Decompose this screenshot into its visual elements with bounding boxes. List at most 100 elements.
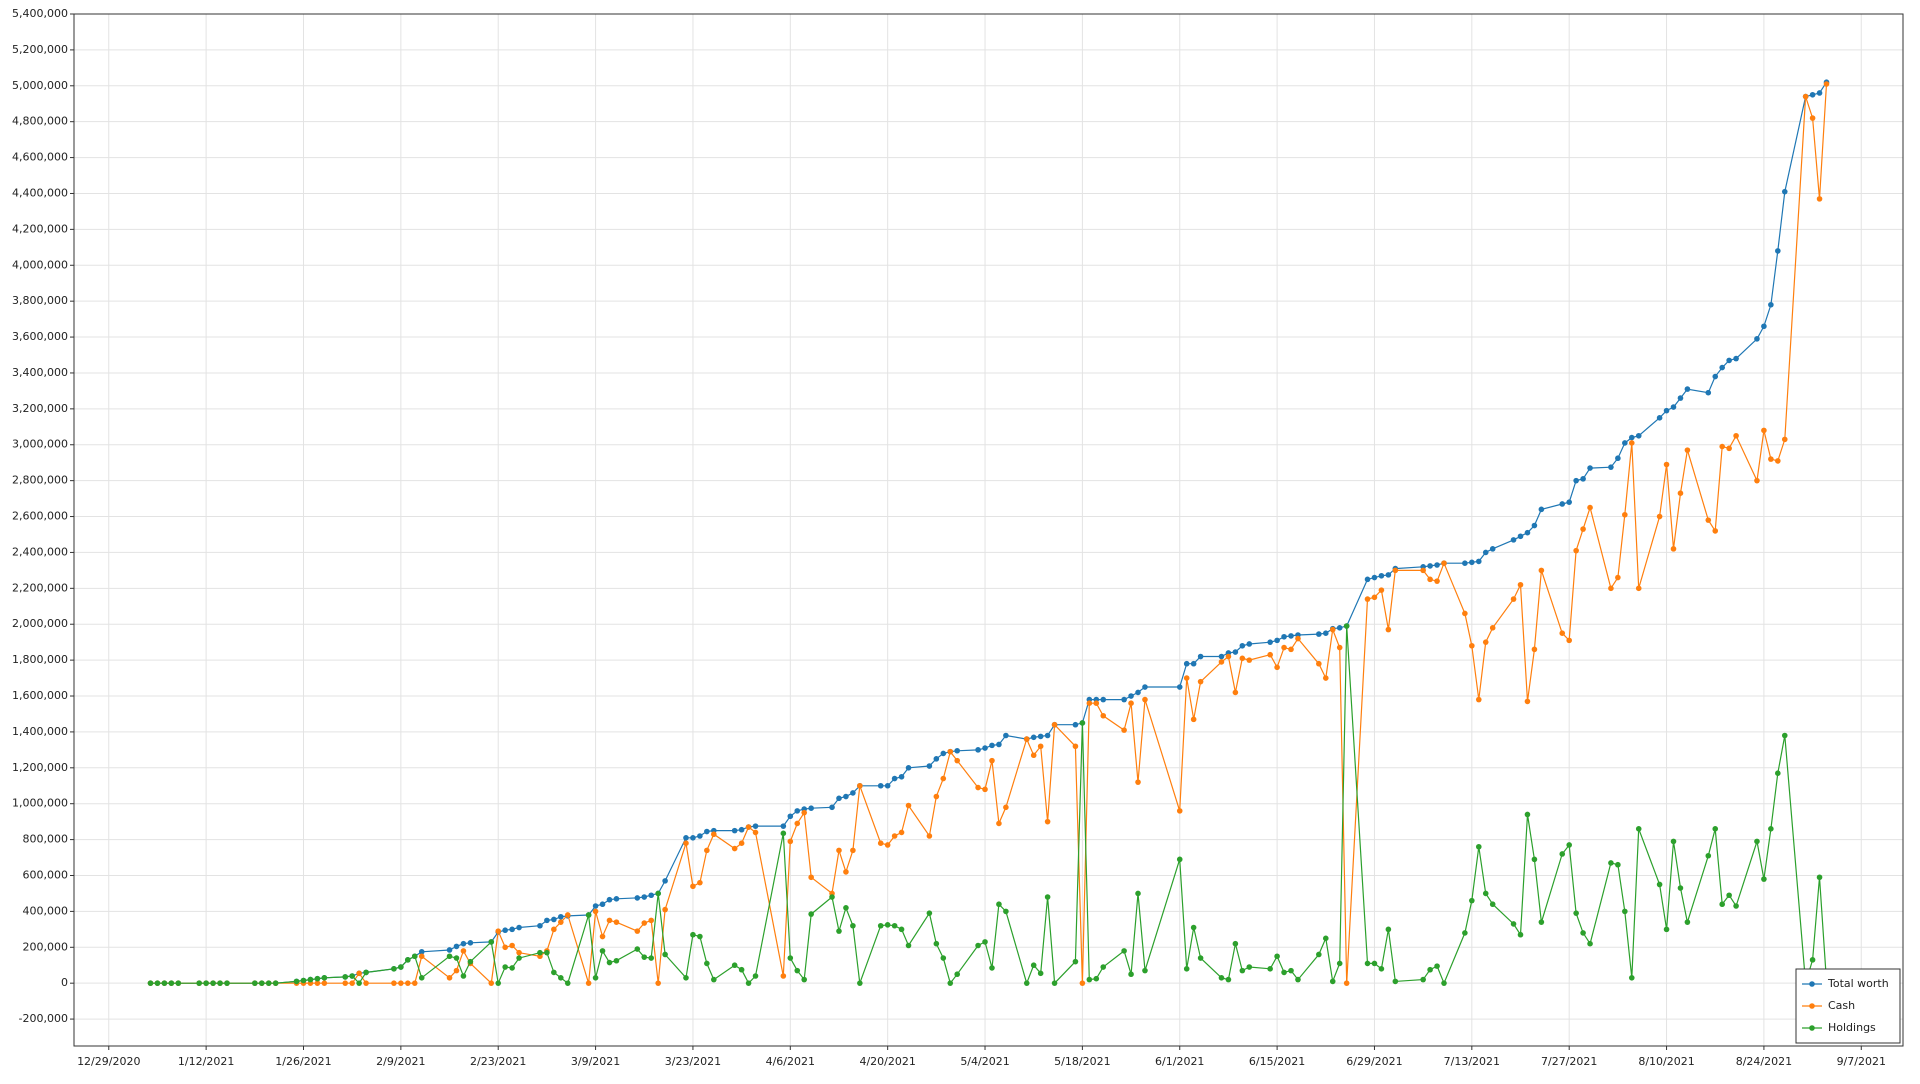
data-point — [1378, 587, 1385, 593]
data-point — [1316, 631, 1322, 637]
data-point — [794, 808, 801, 814]
data-point — [1420, 567, 1426, 574]
data-point — [418, 953, 425, 960]
data-point — [1023, 736, 1030, 742]
data-point — [1510, 537, 1517, 543]
data-point — [1587, 940, 1593, 947]
data-point — [648, 917, 655, 924]
data-point — [787, 813, 794, 820]
data-point — [1656, 415, 1663, 421]
y-tick-label: 3,200,000 — [12, 402, 68, 415]
data-point — [272, 980, 279, 986]
x-tick-label: 12/29/2020 — [77, 1055, 140, 1068]
data-point — [342, 980, 349, 986]
data-point — [1003, 908, 1009, 915]
data-point — [905, 942, 912, 949]
data-point — [1802, 93, 1809, 100]
data-point — [1197, 653, 1204, 660]
y-tick-label: 4,400,000 — [12, 186, 68, 199]
data-point — [884, 922, 891, 928]
data-point — [1628, 974, 1635, 981]
data-point — [585, 912, 592, 918]
data-point — [1712, 826, 1719, 832]
data-point — [857, 782, 863, 789]
data-point — [808, 874, 814, 881]
data-point — [1371, 960, 1378, 967]
data-point — [1608, 860, 1614, 866]
data-point — [1462, 560, 1468, 567]
data-point — [1587, 504, 1593, 511]
data-point — [1775, 458, 1781, 464]
data-point — [843, 905, 849, 911]
x-tick-label: 6/15/2021 — [1249, 1055, 1305, 1068]
data-point — [175, 980, 182, 986]
data-point — [780, 823, 787, 829]
x-tick-label: 3/23/2021 — [665, 1055, 721, 1068]
data-point — [1239, 642, 1246, 649]
data-point — [1274, 637, 1280, 644]
x-tick-label: 7/13/2021 — [1444, 1055, 1500, 1068]
legend-marker — [1809, 1003, 1815, 1009]
y-tick-label: 1,400,000 — [12, 725, 68, 738]
data-point — [1336, 960, 1343, 967]
data-point — [1775, 248, 1781, 254]
data-point — [1781, 436, 1788, 443]
data-point — [1197, 955, 1204, 961]
data-point — [509, 942, 515, 949]
x-tick-label: 4/20/2021 — [859, 1055, 915, 1068]
data-point — [1475, 696, 1482, 703]
data-point — [1142, 696, 1148, 703]
data-point — [940, 955, 947, 961]
data-point — [592, 974, 599, 981]
data-point — [1768, 301, 1774, 308]
data-point — [926, 833, 933, 839]
data-point — [1183, 660, 1190, 667]
data-point — [1615, 861, 1621, 868]
data-point — [356, 970, 362, 977]
data-point — [314, 975, 321, 982]
data-point — [349, 973, 355, 979]
data-point — [1566, 842, 1572, 848]
data-point — [829, 894, 835, 900]
data-point — [1176, 856, 1183, 863]
data-point — [891, 833, 898, 839]
data-point — [1051, 721, 1058, 728]
data-point — [1427, 966, 1433, 973]
data-point — [1281, 644, 1287, 651]
data-point — [711, 831, 717, 838]
y-tick-label: 1,800,000 — [12, 653, 68, 666]
data-point — [1003, 732, 1009, 739]
y-tick-label: 2,400,000 — [12, 545, 68, 558]
data-point — [1531, 522, 1538, 529]
data-point — [599, 948, 606, 954]
data-point — [711, 976, 717, 983]
data-point — [446, 947, 453, 953]
data-point — [1037, 743, 1044, 750]
data-point — [794, 967, 801, 974]
data-point — [641, 894, 648, 900]
x-tick-label: 6/29/2021 — [1346, 1055, 1402, 1068]
data-point — [391, 980, 397, 986]
data-point — [453, 955, 460, 961]
data-point — [1218, 659, 1225, 665]
data-point — [843, 869, 849, 875]
data-point — [662, 878, 668, 884]
data-point — [613, 919, 620, 925]
data-point — [1816, 874, 1823, 881]
data-point — [564, 980, 571, 986]
data-point — [1093, 975, 1100, 982]
y-tick-label: 3,000,000 — [12, 438, 68, 451]
y-tick-label: 200,000 — [23, 940, 69, 953]
data-point — [704, 960, 710, 967]
data-point — [891, 775, 898, 782]
data-point — [1628, 434, 1635, 441]
data-point — [1364, 960, 1371, 967]
data-point — [1475, 558, 1482, 565]
data-point — [1482, 639, 1489, 645]
data-point — [648, 892, 655, 899]
data-point — [460, 973, 467, 979]
data-point — [1816, 90, 1823, 96]
data-point — [634, 895, 641, 901]
data-point — [1176, 808, 1183, 814]
data-point — [592, 903, 599, 909]
